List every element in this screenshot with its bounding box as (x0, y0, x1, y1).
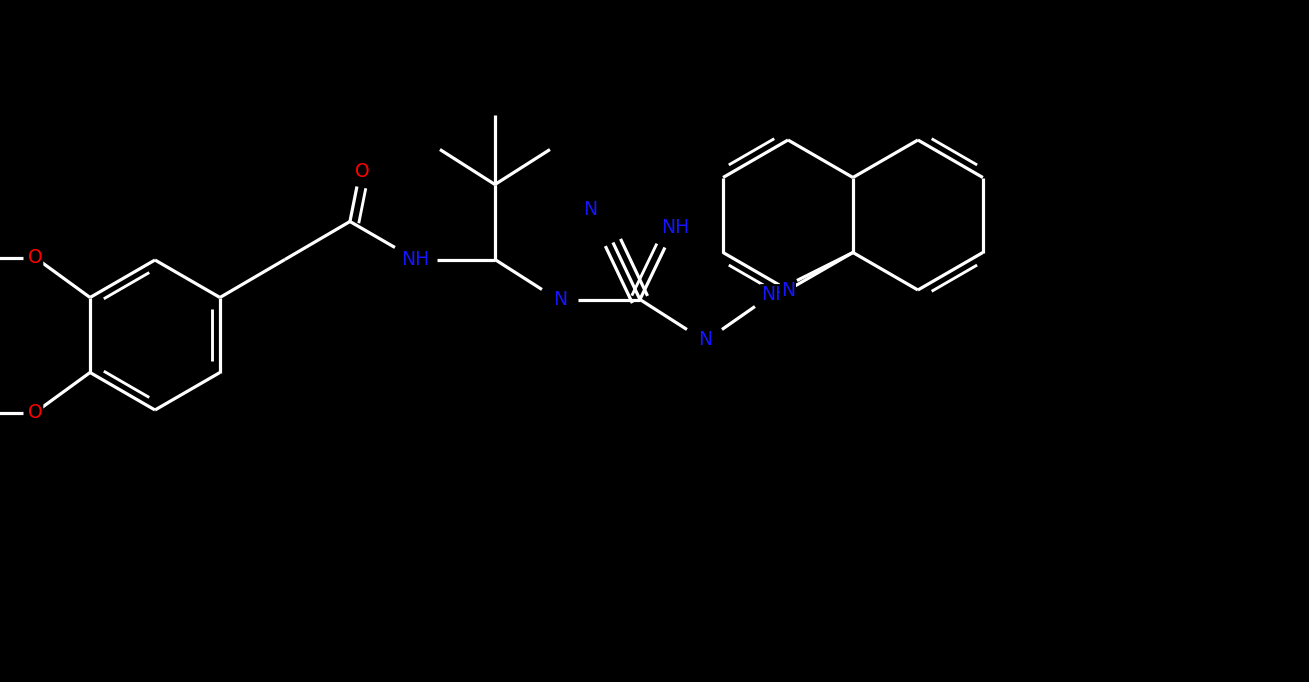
Text: N: N (781, 280, 795, 299)
Text: N: N (698, 330, 712, 349)
Text: NH: NH (761, 285, 789, 304)
Text: O: O (27, 403, 42, 422)
Text: NH: NH (401, 250, 429, 269)
Text: O: O (27, 248, 42, 267)
Text: NH: NH (661, 218, 689, 237)
Text: N: N (583, 200, 597, 219)
Text: O: O (355, 162, 369, 181)
Text: N: N (552, 290, 567, 309)
